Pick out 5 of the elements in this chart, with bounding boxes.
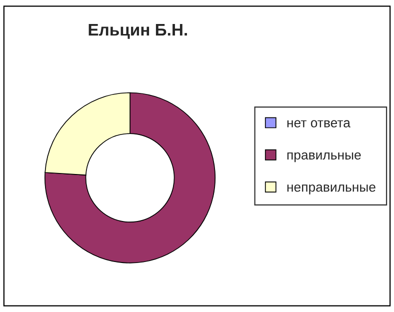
legend-label: правильные	[287, 152, 361, 162]
donut-slice	[44, 92, 216, 264]
legend-label: нет ответа	[287, 120, 350, 128]
legend-label: неправильные	[287, 184, 376, 194]
chart-title: Ельцин Б.Н.	[88, 24, 187, 39]
